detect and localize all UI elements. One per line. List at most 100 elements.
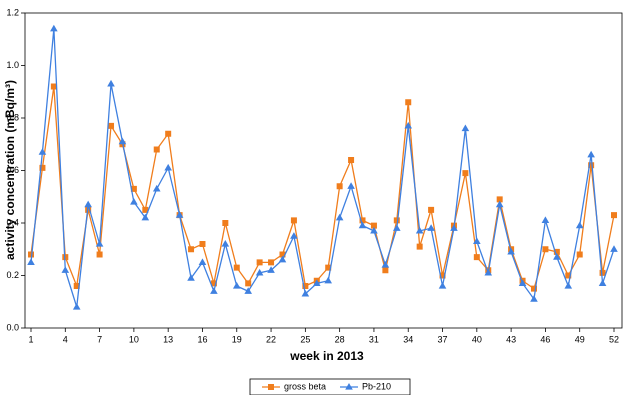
- marker: [599, 269, 606, 276]
- marker: [267, 266, 275, 273]
- y-tick-label: 0.4: [6, 217, 19, 227]
- marker: [84, 200, 92, 208]
- marker: [438, 282, 447, 289]
- x-tick-label: 25: [300, 334, 310, 344]
- x-tick-label: 31: [369, 334, 379, 344]
- marker: [141, 213, 150, 221]
- x-tick-label: 1: [28, 334, 33, 344]
- marker: [312, 279, 321, 286]
- marker: [175, 211, 184, 218]
- marker: [495, 200, 504, 208]
- marker: [165, 130, 172, 137]
- marker: [450, 224, 458, 231]
- marker: [279, 251, 286, 258]
- marker: [210, 280, 217, 287]
- marker: [415, 226, 424, 234]
- series-line: [30, 86, 615, 290]
- y-tick-label: 0.8: [6, 112, 19, 122]
- marker: [335, 213, 344, 221]
- marker: [290, 217, 297, 224]
- marker: [222, 220, 229, 226]
- x-tick-label: 46: [540, 334, 550, 344]
- marker: [256, 259, 263, 266]
- legend-marker: [268, 384, 274, 390]
- marker: [587, 150, 595, 158]
- x-tick-label: 49: [575, 334, 585, 344]
- marker: [38, 148, 47, 155]
- marker: [541, 216, 550, 223]
- marker: [588, 162, 595, 169]
- marker: [255, 268, 264, 276]
- marker: [118, 137, 127, 145]
- marker: [290, 232, 298, 239]
- marker: [245, 280, 252, 287]
- marker: [358, 221, 367, 229]
- x-tick-label: 7: [97, 334, 102, 344]
- plot-frame: [24, 12, 623, 329]
- marker: [164, 163, 172, 171]
- marker: [50, 24, 58, 32]
- marker: [496, 196, 503, 203]
- marker: [324, 276, 333, 284]
- marker: [130, 198, 138, 205]
- marker: [130, 185, 137, 192]
- marker: [428, 206, 435, 213]
- marker: [576, 251, 583, 258]
- marker: [108, 122, 115, 129]
- marker: [268, 259, 275, 266]
- y-tick-label: 0.2: [6, 270, 19, 280]
- y-tick-label: 0.0: [6, 322, 19, 332]
- x-tick-label: 10: [129, 334, 139, 344]
- marker: [61, 266, 70, 273]
- marker: [427, 224, 435, 231]
- marker: [50, 83, 57, 90]
- y-tick-label: 1.0: [6, 60, 19, 70]
- marker: [221, 240, 230, 247]
- marker: [565, 272, 572, 279]
- marker: [507, 247, 515, 255]
- y-axis-title: activity concentration (mBq/m³): [3, 80, 17, 260]
- y-tick-label: 0.6: [6, 165, 19, 175]
- marker: [473, 254, 480, 261]
- marker: [325, 264, 332, 271]
- marker: [73, 283, 80, 289]
- marker: [564, 282, 573, 289]
- marker: [381, 261, 390, 268]
- marker: [542, 246, 549, 253]
- marker: [27, 258, 35, 265]
- marker: [518, 279, 527, 286]
- y-tick-label: 1.2: [6, 7, 19, 17]
- marker: [359, 217, 366, 224]
- marker: [348, 157, 355, 163]
- marker: [210, 287, 218, 294]
- marker: [302, 283, 309, 289]
- marker: [611, 212, 617, 219]
- marker: [153, 146, 160, 153]
- marker: [96, 251, 103, 258]
- marker: [142, 206, 149, 213]
- x-tick-label: 34: [403, 334, 413, 344]
- marker: [95, 240, 104, 247]
- marker: [405, 99, 412, 106]
- marker: [370, 226, 378, 234]
- legend-label: gross beta: [284, 381, 326, 391]
- x-tick-label: 13: [163, 334, 173, 344]
- legend-label: Pb-210: [362, 381, 391, 391]
- marker: [107, 79, 115, 87]
- x-tick-label: 19: [232, 334, 242, 344]
- marker: [598, 279, 607, 286]
- x-tick-label: 16: [197, 334, 207, 344]
- marker: [199, 241, 206, 247]
- marker: [152, 184, 161, 192]
- marker: [404, 121, 413, 129]
- marker: [347, 182, 355, 189]
- marker: [416, 243, 423, 250]
- series-line: [30, 28, 615, 308]
- marker: [39, 164, 46, 171]
- marker: [370, 222, 377, 229]
- marker: [232, 282, 241, 289]
- marker: [530, 285, 537, 292]
- x-tick-label: 4: [63, 334, 68, 344]
